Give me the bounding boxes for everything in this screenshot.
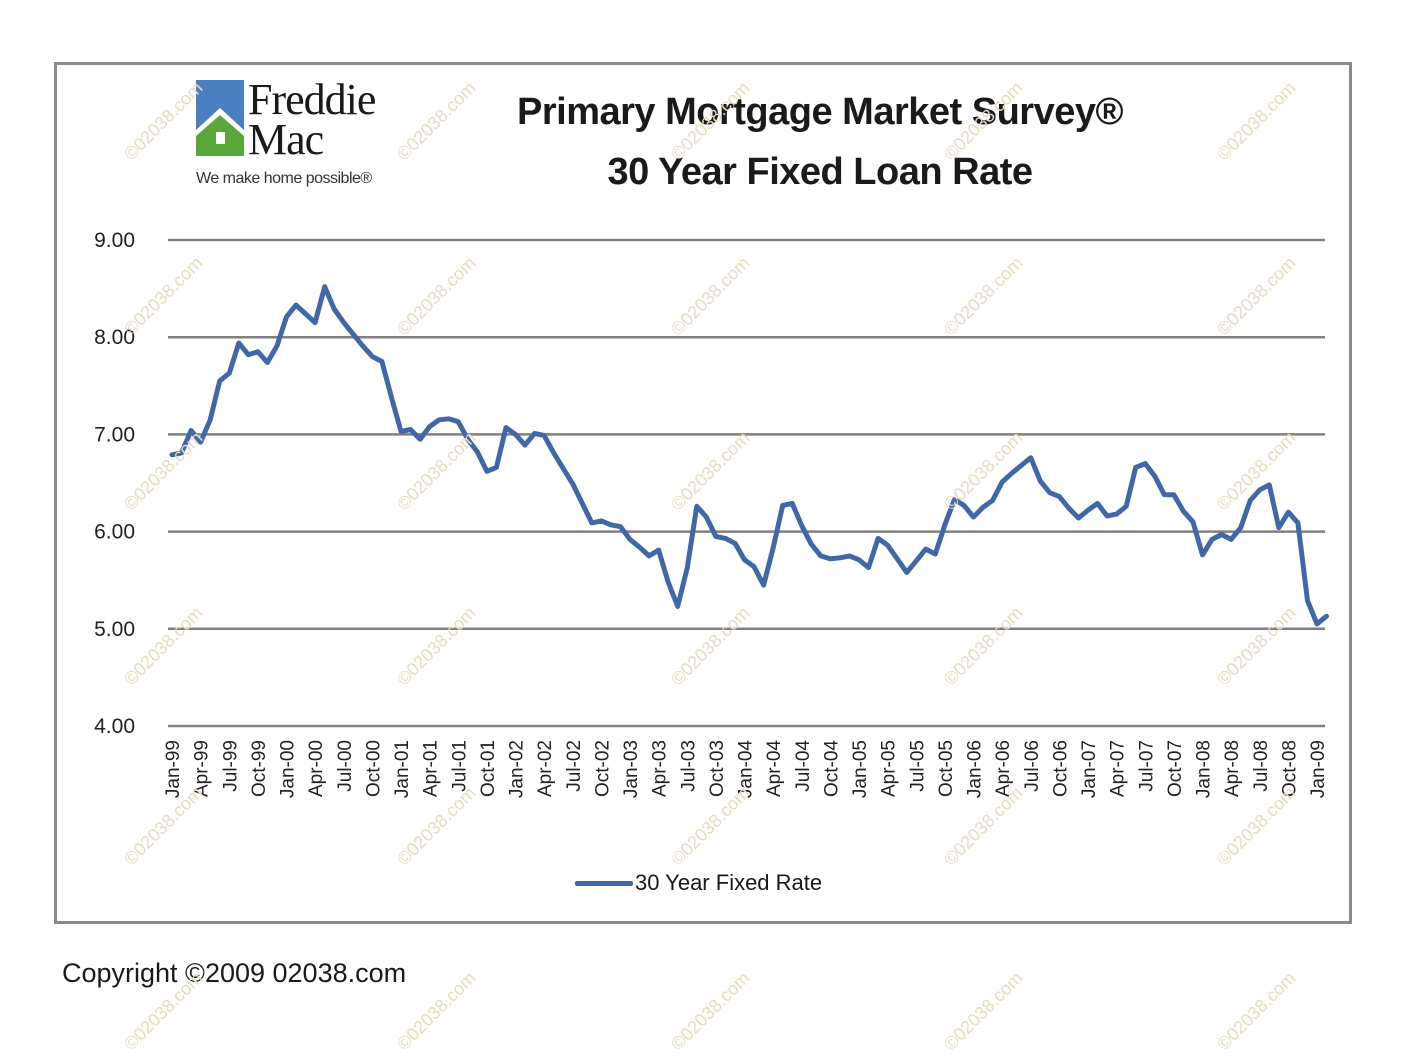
- x-tick-label: Oct-06: [1050, 740, 1071, 797]
- x-tick-label: Oct-01: [478, 740, 499, 797]
- copyright-text: Copyright ©2009 02038.com: [62, 958, 407, 988]
- x-tick-label: Apr-00: [306, 740, 327, 797]
- logo-name-line1: Freddie: [248, 75, 376, 124]
- x-tick-label: Apr-04: [764, 740, 785, 797]
- x-tick-label: Jan-99: [163, 740, 184, 798]
- y-tick-label: 4.00: [94, 715, 135, 738]
- x-tick-label: Jul-02: [564, 740, 585, 792]
- x-tick-label: Apr-08: [1222, 740, 1243, 797]
- logo-name-line2: Mac: [248, 115, 324, 164]
- house-logo-icon: [196, 80, 244, 156]
- x-tick-label: Jan-07: [1079, 740, 1100, 798]
- x-tick-label: Apr-02: [535, 740, 556, 797]
- x-tick-label: Oct-07: [1165, 740, 1186, 797]
- x-tick-label: Jan-06: [965, 740, 986, 798]
- y-axis-ticks: 9.00 8.00 7.00 6.00 5.00 4.00: [94, 229, 135, 738]
- x-tick-label: Oct-08: [1279, 740, 1300, 797]
- x-tick-label: Jul-03: [678, 740, 699, 792]
- legend-label: 30 Year Fixed Rate: [635, 870, 823, 895]
- x-tick-label: Jul-08: [1251, 740, 1272, 792]
- x-tick-label: Apr-07: [1108, 740, 1129, 797]
- gridlines: [168, 238, 1325, 728]
- x-tick-label: Apr-05: [879, 740, 900, 797]
- x-tick-label: Jan-01: [392, 740, 413, 798]
- x-tick-label: Jul-07: [1136, 740, 1157, 792]
- x-tick-label: Jul-00: [335, 740, 356, 792]
- x-tick-label: Jul-06: [1022, 740, 1043, 792]
- line-chart: 9.00 8.00 7.00 6.00 5.00 4.00 Jan-99 Apr-99 Jul…: [94, 229, 1329, 799]
- x-tick-label: Apr-99: [192, 740, 213, 797]
- chart-title: Primary Mortgage Market Survey® 30 Year …: [420, 82, 1220, 202]
- x-tick-label: Oct-05: [936, 740, 957, 797]
- x-tick-label: Oct-00: [363, 740, 384, 797]
- x-tick-label: Apr-03: [650, 740, 671, 797]
- x-tick-label: Jan-03: [621, 740, 642, 798]
- x-tick-label: Oct-03: [707, 740, 728, 797]
- y-tick-label: 8.00: [94, 326, 135, 349]
- chart-frame: [54, 62, 1352, 924]
- x-axis-ticks: Jan-99 Apr-99 Jul-99 Oct-99 Jan-00 Apr-00 Jul-…: [163, 740, 1329, 799]
- chart-legend: 30 Year Fixed Rate: [575, 870, 822, 896]
- x-tick-label: Oct-04: [821, 740, 842, 797]
- x-tick-label: Apr-01: [421, 740, 442, 797]
- x-tick-label: Jan-04: [736, 740, 757, 799]
- chart-title-line1: Primary Mortgage Market Survey®: [517, 91, 1123, 133]
- legend-swatch: [575, 880, 633, 886]
- x-tick-label: Jul-01: [449, 740, 470, 792]
- y-tick-label: 9.00: [94, 229, 135, 252]
- y-tick-label: 5.00: [94, 618, 135, 641]
- x-tick-label: Apr-06: [993, 740, 1014, 797]
- x-tick-label: Jan-09: [1308, 740, 1329, 798]
- x-tick-label: Oct-99: [249, 740, 270, 797]
- freddie-mac-logo: Freddie Mac We make home possible®: [196, 75, 426, 195]
- logo-tagline: We make home possible®: [196, 170, 372, 187]
- x-tick-label: Jul-05: [907, 740, 928, 792]
- x-tick-label: Jan-02: [507, 740, 528, 798]
- chart-title-line2: 30 Year Fixed Loan Rate: [607, 151, 1034, 193]
- x-tick-label: Jan-05: [850, 740, 871, 798]
- x-tick-label: Jul-99: [220, 740, 241, 792]
- x-tick-label: Jan-00: [278, 740, 299, 798]
- x-tick-label: Jan-08: [1194, 740, 1215, 798]
- y-tick-label: 7.00: [94, 423, 135, 446]
- x-tick-label: Oct-02: [592, 740, 613, 797]
- x-tick-label: Jul-04: [793, 740, 814, 792]
- series-line-30-year-fixed: [169, 284, 1329, 627]
- y-tick-label: 6.00: [94, 521, 135, 544]
